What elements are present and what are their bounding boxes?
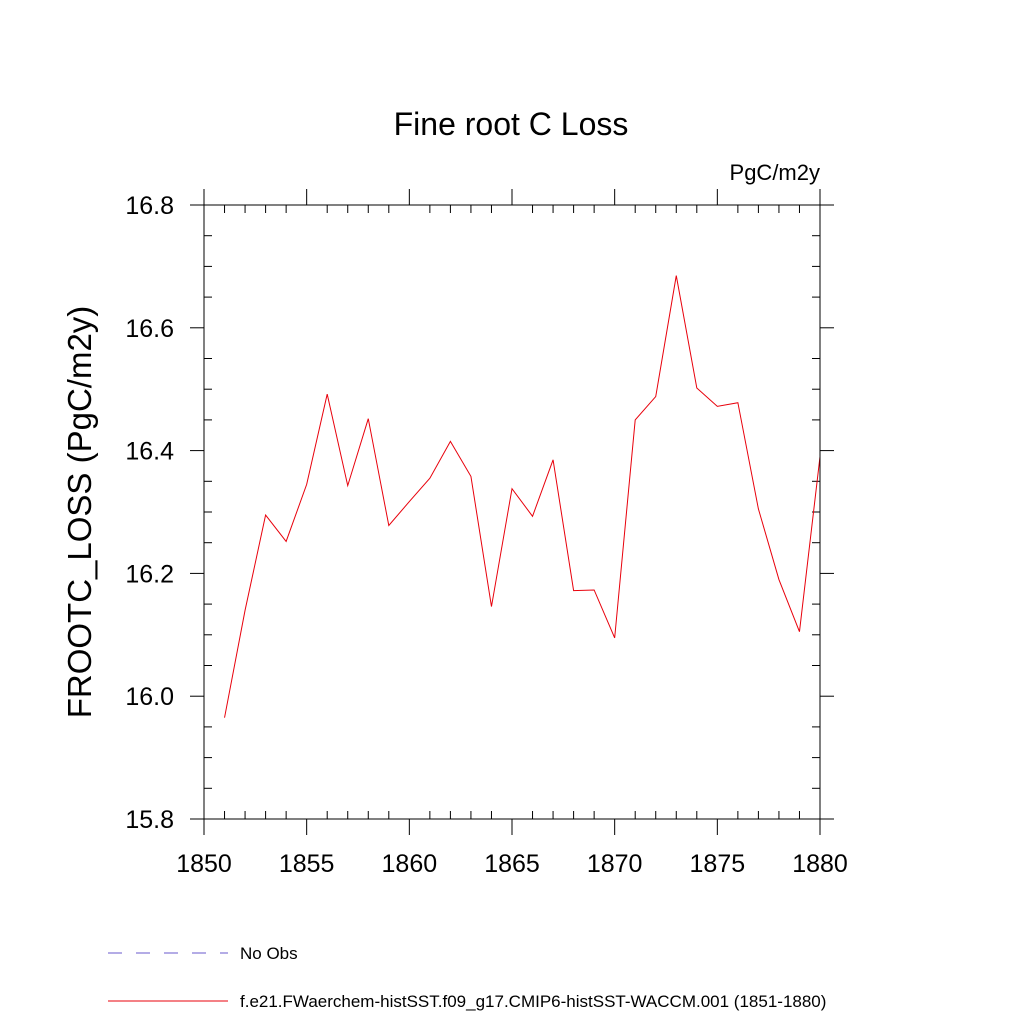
y-tick-label: 16.8 [125, 192, 174, 220]
x-tick-label: 1865 [484, 850, 540, 878]
series-line-0 [224, 275, 821, 718]
x-tick-label: 1870 [587, 850, 643, 878]
legend-label-model: f.e21.FWaerchem-histSST.f09_g17.CMIP6-hi… [240, 992, 826, 1011]
units-label: PgC/m2y [730, 160, 820, 185]
y-tick-label: 16.0 [125, 683, 174, 711]
series-lines [224, 275, 821, 718]
x-tick-label: 1855 [279, 850, 335, 878]
axis-ticks [190, 189, 834, 835]
chart-title: Fine root C Loss [394, 106, 629, 142]
y-tick-label: 16.4 [125, 438, 174, 466]
plot-frame [203, 204, 821, 820]
legend: No Obs f.e21.FWaerchem-histSST.f09_g17.C… [108, 944, 826, 1011]
x-tick-label: 1860 [382, 850, 438, 878]
legend-label-no-obs: No Obs [240, 944, 298, 963]
y-tick-label: 15.8 [125, 806, 174, 834]
axis-tick-labels: 1850 1855 1860 1865 1870 1875 1880 15.8 16.0 16.2… [125, 192, 847, 878]
y-tick-label: 16.6 [125, 315, 174, 343]
y-tick-label: 16.2 [125, 560, 174, 588]
y-axis-label: FROOTC_LOSS (PgC/m2y) [61, 306, 98, 719]
x-tick-label: 1880 [792, 850, 848, 878]
x-tick-label: 1875 [690, 850, 746, 878]
x-tick-label: 1850 [176, 850, 232, 878]
